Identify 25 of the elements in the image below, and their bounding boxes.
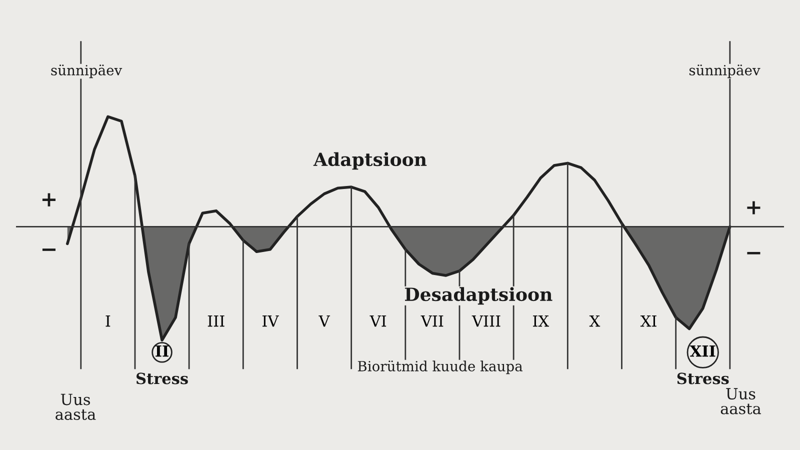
text: Stress: [136, 372, 188, 384]
text: Uus aasta: [56, 394, 96, 420]
x-tick-label: V: [318, 315, 330, 327]
text: +: [747, 201, 760, 214]
x-tick-label: XI: [640, 315, 656, 327]
text: Stress: [677, 372, 729, 384]
x-tick-label: I: [106, 315, 110, 327]
x-tick-label: VII: [420, 315, 444, 327]
x-tick-label: IV: [262, 315, 279, 327]
x-tick-label: IX: [533, 315, 549, 327]
x-tick-label: VI: [370, 315, 386, 327]
x-tick-label: X: [589, 315, 600, 327]
text: −: [747, 252, 760, 254]
text: sünnipäev: [689, 64, 760, 78]
text: −: [42, 248, 56, 251]
x-tick-label: III: [208, 315, 224, 327]
x-tick-label: VIII: [472, 315, 500, 327]
x-tick-label: XII: [690, 345, 716, 357]
x-tick-label: II: [156, 345, 168, 357]
annotation: Desadaptsioon: [405, 287, 552, 305]
text: Biorütmid kuude kaupa: [358, 360, 522, 374]
text: sünnipäev: [51, 64, 122, 78]
text: Uus aasta: [720, 388, 761, 414]
annotation: Adaptsioon: [313, 152, 427, 170]
text: +: [42, 193, 56, 206]
